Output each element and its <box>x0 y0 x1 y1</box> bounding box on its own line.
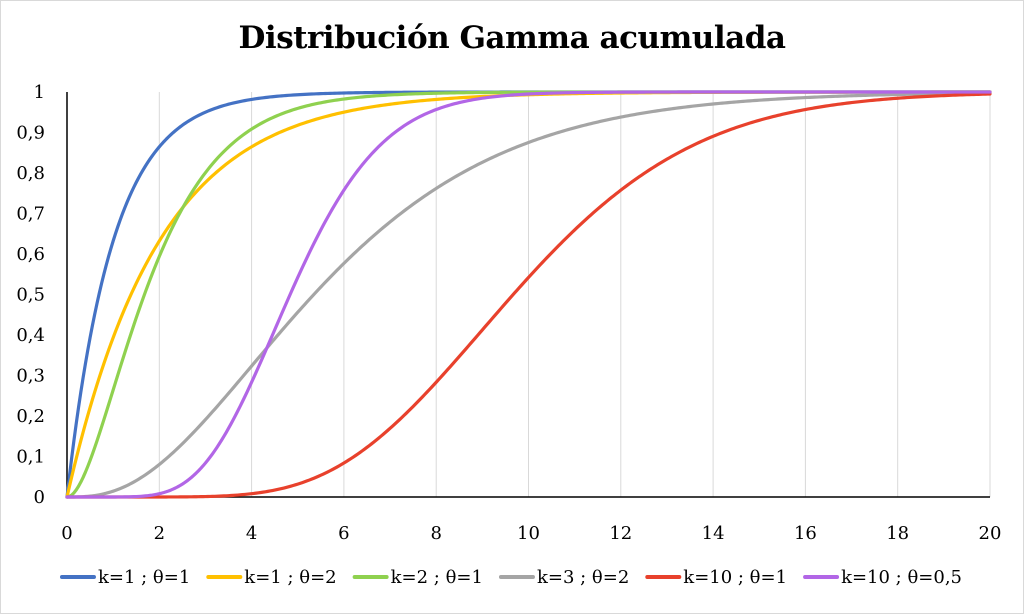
x-tick-label: 0 <box>61 523 72 544</box>
x-tick-label: 18 <box>886 523 909 544</box>
y-tick-label: 1 <box>34 82 45 103</box>
y-tick-label: 0,7 <box>16 204 45 225</box>
y-tick-label: 0,9 <box>16 123 45 144</box>
legend-label: k=2 ; θ=1 <box>391 567 483 588</box>
y-tick-label: 0,5 <box>16 285 45 306</box>
x-tick-label: 20 <box>979 523 1002 544</box>
y-tick-label: 0,8 <box>16 163 45 184</box>
series-line-4 <box>65 91 992 499</box>
legend-label: k=1 ; θ=1 <box>98 567 190 588</box>
y-tick-label: 0,6 <box>16 244 45 265</box>
x-tick-label: 14 <box>702 523 725 544</box>
y-tick-label: 0,1 <box>16 447 45 468</box>
chart-title: Distribución Gamma acumulada <box>238 20 786 56</box>
x-tick-label: 12 <box>609 523 632 544</box>
legend-label: k=3 ; θ=2 <box>537 567 629 588</box>
y-tick-label: 0 <box>34 487 45 508</box>
x-tick-label: 10 <box>517 523 540 544</box>
legend-label: k=10 ; θ=0,5 <box>841 567 962 588</box>
x-tick-label: 4 <box>246 523 257 544</box>
x-tick-label: 16 <box>794 523 817 544</box>
series-line-6 <box>65 90 992 499</box>
y-tick-label: 0,4 <box>16 325 45 346</box>
x-tick-label: 2 <box>154 523 165 544</box>
legend-label: k=10 ; θ=1 <box>683 567 787 588</box>
y-tick-label: 0,2 <box>16 406 45 427</box>
legend-label: k=1 ; θ=2 <box>244 567 336 588</box>
x-tick-label: 8 <box>430 523 441 544</box>
series-line-5 <box>65 92 992 499</box>
x-tick-label: 6 <box>338 523 349 544</box>
y-tick-label: 0,3 <box>16 366 45 387</box>
